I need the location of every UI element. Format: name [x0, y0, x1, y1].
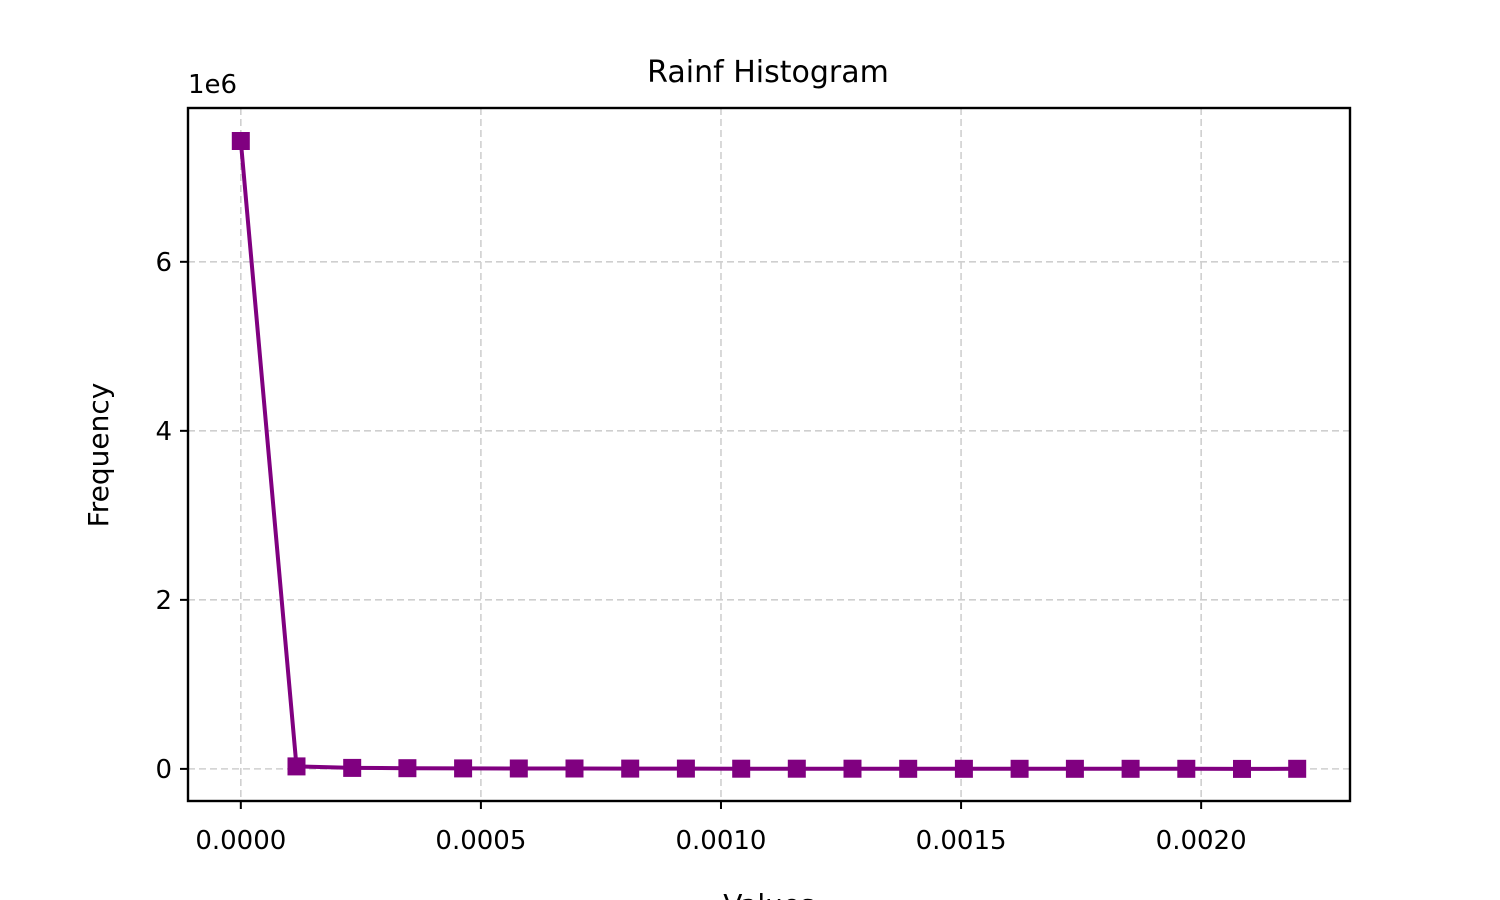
data-point-marker [509, 759, 528, 778]
data-point-marker [565, 759, 584, 778]
data-point-marker [454, 759, 473, 778]
y-axis-offset-label: 1e6 [188, 70, 237, 100]
data-point-marker [1121, 759, 1140, 778]
series-line [238, 140, 1298, 771]
data-point-marker [1288, 759, 1307, 778]
data-point-marker [343, 758, 362, 777]
y-tick-label: 0 [155, 755, 172, 785]
x-axis-label: Values [723, 888, 814, 900]
data-point-marker [676, 759, 695, 778]
y-tick-label: 6 [155, 248, 172, 278]
chart-title: Rainf Histogram [647, 55, 889, 90]
grid [188, 108, 1350, 801]
x-tick-label: 0.0020 [1156, 826, 1247, 856]
x-tick-label: 0.0005 [435, 826, 526, 856]
x-axis-ticks: 0.0000 0.0005 0.0010 0.0015 0.0020 [195, 801, 1247, 856]
data-point-marker [954, 759, 973, 778]
data-point-marker [1177, 759, 1196, 778]
data-point-marker [231, 132, 250, 150]
data-point-marker [1233, 759, 1251, 778]
data-point-marker [398, 759, 417, 778]
x-tick-label: 0.0015 [916, 826, 1007, 856]
series [231, 132, 1307, 778]
x-tick-label: 0.0000 [195, 826, 286, 856]
data-point-marker [843, 759, 862, 778]
data-point-marker [1065, 759, 1084, 778]
data-point-marker [287, 757, 306, 776]
data-point-marker [899, 759, 918, 778]
y-axis-ticks: 0 2 4 6 [155, 248, 188, 785]
data-point-marker [787, 759, 806, 778]
plot-frame [186, 106, 1352, 803]
data-point-marker [1010, 759, 1029, 778]
x-tick-label: 0.0010 [675, 826, 766, 856]
data-point-marker [732, 759, 751, 778]
data-point-marker [621, 759, 640, 778]
y-axis-label: Frequency [82, 383, 115, 528]
y-tick-label: 2 [155, 586, 172, 616]
y-tick-label: 4 [155, 417, 172, 447]
